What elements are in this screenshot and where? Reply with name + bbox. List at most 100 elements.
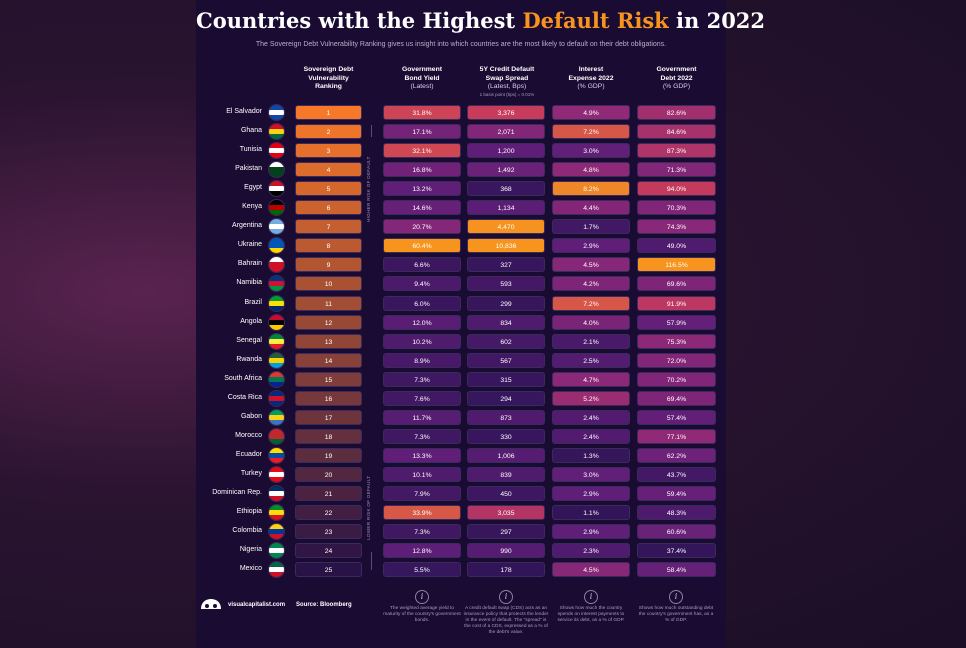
country-flag-icon bbox=[268, 142, 285, 160]
debt-cell: 59.4% bbox=[637, 486, 716, 501]
debt-cell: 82.6% bbox=[637, 105, 716, 120]
int-cell: 2.9% bbox=[552, 238, 630, 254]
country-flag-icon bbox=[268, 294, 285, 312]
header-debt: Government Debt 2022 (% GDP) bbox=[656, 66, 697, 90]
page-title: Countries with the Highest Default Risk … bbox=[196, 8, 766, 33]
yield-cell: 7.3% bbox=[383, 524, 461, 540]
header-interest: Interest Expense 2022 (% GDP) bbox=[568, 66, 614, 90]
yield-cell: 33.9% bbox=[383, 505, 461, 521]
cds-cell: 10,836 bbox=[467, 238, 545, 254]
debt-cell: 75.3% bbox=[637, 333, 716, 349]
table-row: Senegal 13 10.2% 602 2.1% 75.3% bbox=[0, 332, 966, 351]
table-row: Gabon 17 11.7% 873 2.4% 57.4% bbox=[0, 408, 966, 427]
debt-cell: 57.4% bbox=[637, 409, 716, 425]
table-row: Morocco 18 7.3% 330 2.4% 77.1% bbox=[0, 427, 966, 446]
info-icon: i bbox=[669, 590, 683, 604]
country-flag-icon bbox=[268, 332, 285, 350]
country-name: Ethiopia bbox=[236, 508, 262, 516]
int-cell: 7.2% bbox=[552, 295, 630, 311]
table-row: Costa Rica 16 7.6% 294 5.2% 69.4% bbox=[0, 389, 966, 408]
debt-cell: 71.3% bbox=[637, 162, 716, 178]
table-row: El Salvador 1 31.8% 3,376 4.9% 82.6% bbox=[0, 103, 966, 122]
yield-cell: 32.1% bbox=[383, 143, 461, 159]
table-row: Mexico 25 5.5% 178 4.5% 58.4% bbox=[0, 560, 966, 579]
country-flag-icon bbox=[268, 427, 285, 445]
yield-cell: 10.2% bbox=[383, 333, 461, 349]
rank-cell: 12 bbox=[295, 314, 362, 330]
debt-cell: 69.6% bbox=[637, 276, 716, 292]
debt-cell: 57.9% bbox=[637, 314, 716, 330]
cds-cell: 330 bbox=[467, 428, 545, 444]
yield-cell: 17.1% bbox=[383, 124, 461, 140]
debt-cell: 43.7% bbox=[637, 466, 716, 482]
rank-cell: 5 bbox=[295, 181, 362, 197]
cds-cell: 602 bbox=[467, 333, 545, 349]
table-row: Dominican Rep. 21 7.9% 450 2.9% 59.4% bbox=[0, 484, 966, 503]
yield-cell: 60.4% bbox=[383, 238, 461, 254]
rank-cell: 14 bbox=[295, 352, 362, 368]
cds-cell: 368 bbox=[467, 181, 545, 197]
rank-cell: 7 bbox=[295, 219, 362, 235]
rank-cell: 6 bbox=[295, 200, 362, 216]
subtitle: The Sovereign Debt Vulnerability Ranking… bbox=[255, 41, 667, 48]
debt-cell: 70.2% bbox=[637, 371, 716, 387]
country-name: Turkey bbox=[240, 469, 262, 477]
int-cell: 5.2% bbox=[552, 390, 630, 406]
country-flag-icon bbox=[268, 180, 285, 198]
int-cell: 3.0% bbox=[552, 466, 630, 482]
int-cell: 2.3% bbox=[552, 543, 630, 559]
country-flag-icon bbox=[268, 485, 285, 502]
int-cell: 2.9% bbox=[552, 486, 630, 501]
int-cell: 4.2% bbox=[552, 276, 630, 292]
table-row: Kenya 6 14.6% 1,134 4.4% 70.3% bbox=[0, 198, 966, 217]
int-cell: 1.1% bbox=[552, 505, 630, 521]
country-flag-icon bbox=[268, 370, 285, 388]
country-flag-icon bbox=[268, 504, 285, 522]
rank-cell: 24 bbox=[295, 543, 362, 559]
country-flag-icon bbox=[268, 313, 285, 331]
brand-text: visualcapitalist.com bbox=[228, 602, 286, 608]
table-row: Ethiopia 22 33.9% 3,035 1.1% 48.3% bbox=[0, 503, 966, 522]
table-row: Tunisia 3 32.1% 1,200 3.0% 87.3% bbox=[0, 141, 966, 160]
yield-cell: 11.7% bbox=[383, 409, 461, 425]
cds-cell: 567 bbox=[467, 352, 545, 368]
cds-cell: 2,071 bbox=[467, 124, 545, 140]
rank-cell: 15 bbox=[295, 371, 362, 387]
rank-cell: 4 bbox=[295, 162, 362, 178]
yield-cell: 31.8% bbox=[383, 105, 461, 120]
int-cell: 2.9% bbox=[552, 524, 630, 540]
debt-cell: 87.3% bbox=[637, 143, 716, 159]
table-row: Egypt 5 13.2% 368 8.2% 94.0% bbox=[0, 179, 966, 198]
cds-cell: 178 bbox=[467, 562, 545, 578]
country-flag-icon bbox=[268, 542, 285, 560]
cds-cell: 873 bbox=[467, 409, 545, 425]
int-cell: 7.2% bbox=[552, 124, 630, 140]
header-rank: Sovereign Debt Vulnerability Ranking bbox=[303, 66, 354, 90]
debt-cell: 70.3% bbox=[637, 200, 716, 216]
table-row: Bahrain 9 6.6% 327 4.5% 116.5% bbox=[0, 255, 966, 274]
int-cell: 2.1% bbox=[552, 333, 630, 349]
debt-cell: 62.2% bbox=[637, 447, 716, 463]
table-row: South Africa 15 7.3% 315 4.7% 70.2% bbox=[0, 370, 966, 389]
table-row: Turkey 20 10.1% 839 3.0% 43.7% bbox=[0, 465, 966, 484]
debt-cell: 69.4% bbox=[637, 390, 716, 406]
debt-cell: 48.3% bbox=[637, 505, 716, 521]
debt-cell: 37.4% bbox=[637, 543, 716, 559]
yield-cell: 20.7% bbox=[383, 219, 461, 235]
int-cell: 2.4% bbox=[552, 409, 630, 425]
country-flag-icon bbox=[268, 408, 285, 426]
rank-cell: 18 bbox=[295, 428, 362, 444]
debt-cell: 84.6% bbox=[637, 124, 716, 140]
debt-cell: 91.9% bbox=[637, 295, 716, 311]
int-cell: 4.5% bbox=[552, 257, 630, 273]
yield-cell: 8.9% bbox=[383, 352, 461, 368]
cds-cell: 315 bbox=[467, 371, 545, 387]
cds-cell: 297 bbox=[467, 524, 545, 540]
table-row: Ecuador 19 13.3% 1,006 1.3% 62.2% bbox=[0, 446, 966, 465]
country-name: Ecuador bbox=[235, 450, 262, 458]
country-flag-icon bbox=[268, 256, 285, 274]
country-flag-icon bbox=[268, 446, 285, 464]
country-flag-icon bbox=[268, 104, 285, 121]
debt-cell: 72.0% bbox=[637, 352, 716, 368]
table-row: Argentina 7 20.7% 4,470 1.7% 74.3% bbox=[0, 217, 966, 236]
